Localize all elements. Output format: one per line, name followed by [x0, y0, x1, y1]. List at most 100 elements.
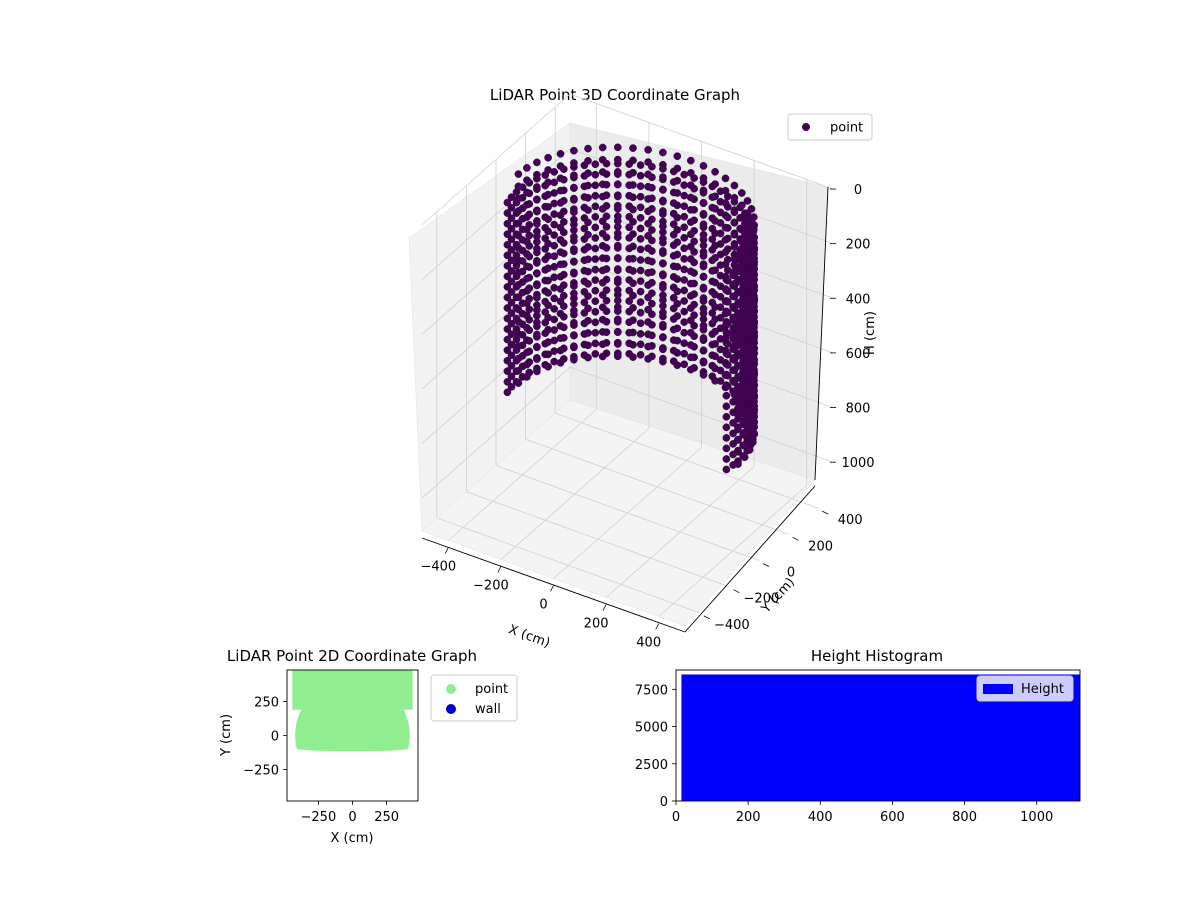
chart3d-point — [533, 355, 541, 363]
chart3d-point — [523, 213, 531, 221]
chart3d-point — [602, 296, 611, 305]
chart3d-point — [591, 234, 600, 242]
chart3d-point — [556, 285, 565, 293]
chart3d-point — [591, 160, 600, 169]
chart3d-point — [734, 411, 742, 419]
chart3d-point — [659, 296, 667, 304]
chart3d-point — [598, 143, 607, 152]
chart3d-point — [570, 245, 578, 253]
chart3d-point — [686, 193, 695, 202]
chart3d-point — [556, 211, 565, 220]
chart3d-point — [570, 171, 578, 180]
chart3d-point — [550, 220, 559, 229]
chart3d-y-tick-label: −400 — [714, 618, 750, 633]
chart3d-point — [598, 205, 607, 213]
chart3d-point — [523, 164, 531, 172]
chart3d-point — [686, 279, 695, 288]
chart3d-y-gridline — [436, 517, 700, 614]
chart3d-point — [514, 268, 523, 277]
chart3d-point — [730, 316, 739, 325]
chart3d-point — [636, 308, 645, 317]
histogram-y-tick-label: 2500 — [635, 758, 668, 773]
chart3d-point — [598, 168, 607, 176]
chart3d-point — [613, 254, 622, 262]
chart2d-x-label: X (cm) — [331, 831, 374, 846]
chart3d-point — [584, 169, 592, 178]
chart3d-point — [669, 220, 678, 229]
chart3d-point — [613, 327, 622, 336]
chart3d-point — [659, 345, 667, 354]
chart3d-y-gridline — [495, 465, 760, 561]
chart3d-point — [745, 446, 754, 454]
chart3d-point — [556, 346, 565, 355]
chart3d-point — [503, 198, 512, 207]
chart3d-point — [743, 197, 752, 205]
chart3d-point — [711, 167, 719, 176]
chart3d-point — [598, 315, 607, 324]
chart3d-point — [591, 286, 600, 295]
chart3d-point — [570, 331, 578, 339]
chart3d-point — [686, 181, 695, 190]
chart3d-point — [584, 181, 592, 190]
chart3d-point — [711, 278, 719, 287]
histogram-y-tick-label: 7500 — [635, 683, 668, 698]
histogram-legend: Height — [976, 675, 1074, 702]
chart3d-point — [629, 304, 637, 312]
chart3d-point — [533, 367, 541, 376]
chart3d-point — [722, 444, 731, 453]
chart3d-point — [737, 262, 746, 271]
chart3d-point — [711, 192, 719, 201]
chart3d-point — [644, 256, 652, 265]
chart3d-legend-label: point — [830, 121, 863, 136]
chart3d-z-tick-label: 600 — [846, 347, 871, 362]
chart3d-point — [503, 261, 512, 270]
chart3d-point — [584, 255, 592, 264]
chart3d-point — [721, 260, 730, 269]
chart2d-point-cloud-top — [292, 670, 413, 710]
chart2d-legend-point-marker — [446, 684, 456, 694]
chart3d-point — [584, 193, 592, 202]
chart3d-point — [659, 283, 667, 292]
chart3d-point — [711, 204, 719, 213]
chart3d-point — [570, 294, 578, 303]
chart3d-point — [680, 202, 689, 211]
chart3d-y-gridline — [466, 491, 730, 588]
chart3d-point — [570, 159, 578, 167]
chart3d-point — [613, 143, 622, 152]
chart3d-point — [721, 309, 730, 318]
chart3d-point — [556, 174, 565, 183]
chart3d-x-tick — [655, 623, 660, 630]
chart3d-point — [644, 182, 652, 191]
chart3d-point — [598, 266, 607, 275]
chart3d-point — [629, 291, 637, 300]
chart3d-z-gridline — [569, 93, 834, 190]
chart3d-point — [523, 237, 531, 246]
chart3d-point — [591, 328, 600, 337]
chart3d-point — [556, 186, 565, 195]
chart3d-point — [514, 280, 523, 289]
chart3d-point — [514, 182, 523, 191]
chart3d-point — [503, 230, 512, 239]
chart3d-point — [625, 297, 634, 305]
chart3d-point — [686, 156, 695, 165]
chart2d-y-label: Y (cm) — [219, 714, 234, 757]
chart3d-point — [503, 325, 512, 333]
histogram-x-tick-label: 0 — [672, 810, 680, 825]
chart3d-point — [544, 215, 552, 224]
chart3d-point — [550, 305, 559, 313]
chart3d-point — [659, 271, 667, 280]
chart3d-point — [729, 429, 737, 438]
chart3d-z-gridline — [569, 148, 834, 245]
chart3d-point — [533, 281, 541, 290]
chart2d-y-tick-label: 250 — [254, 695, 279, 710]
chart3d-point — [507, 383, 516, 391]
chart3d-point — [673, 299, 682, 308]
chart3d-point — [503, 377, 512, 386]
chart3d-point — [613, 155, 622, 164]
chart3d-point — [613, 217, 622, 225]
chart3d-point — [523, 373, 531, 381]
chart3d-point — [711, 254, 719, 262]
chart3d-point — [533, 330, 541, 339]
chart3d-point — [570, 269, 578, 278]
chart3d-point — [503, 272, 512, 281]
